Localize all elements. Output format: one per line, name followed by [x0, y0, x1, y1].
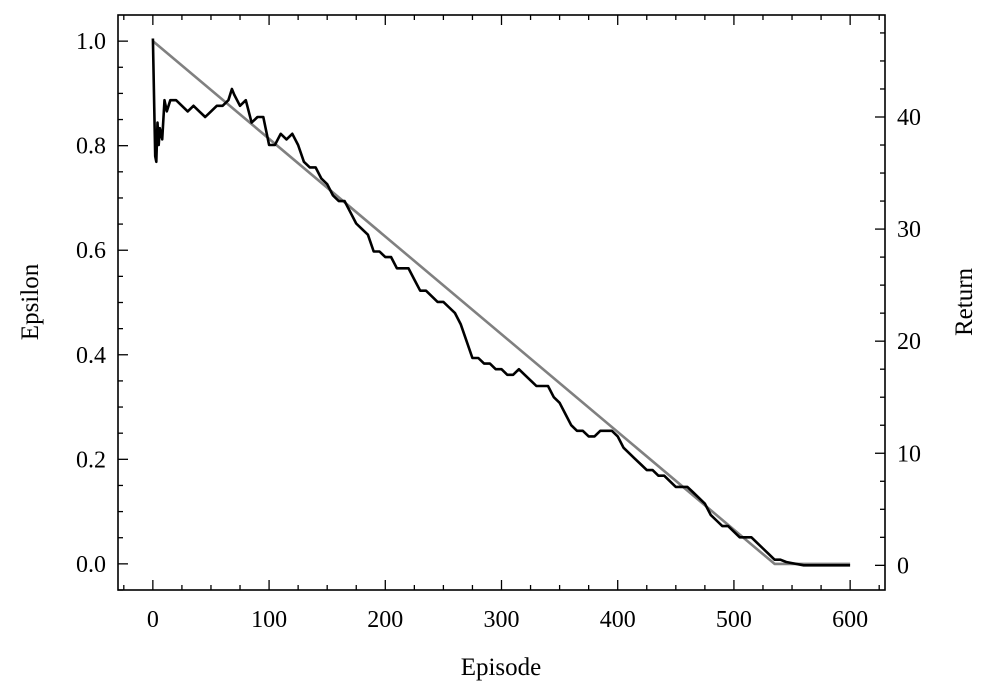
y-tick-label-left: 1.0	[76, 29, 106, 55]
y-tick-label-left: 0.6	[76, 238, 106, 264]
y-axis-label-right: Return	[951, 267, 978, 336]
y-tick-label-left: 0.8	[76, 134, 106, 160]
lines-layer	[151, 38, 851, 567]
y-tick-label-right: 10	[897, 441, 921, 467]
x-tick-label: 0	[147, 607, 159, 633]
x-tick-label: 200	[367, 607, 403, 633]
y-tick-label-right: 20	[897, 329, 921, 355]
y-tick-label-left: 0.4	[76, 343, 106, 369]
plot-frame	[117, 14, 886, 591]
x-tick-label: 500	[716, 607, 752, 633]
ticks-layer	[118, 15, 885, 591]
y-tick-label-right: 0	[897, 553, 909, 579]
y-axis-label-left: Epsilon	[17, 263, 44, 340]
x-tick-label: 400	[600, 607, 636, 633]
x-axis-label: Episode	[461, 654, 542, 681]
y-tick-label-left: 0.2	[76, 447, 106, 473]
y-tick-label-left: 0.0	[76, 552, 106, 578]
x-tick-label: 600	[832, 607, 868, 633]
y-tick-label-right: 40	[897, 105, 921, 131]
y-tick-label-right: 30	[897, 217, 921, 243]
labels-layer: Episode Epsilon Return 0 100 200 300 400 500 6…	[17, 29, 978, 681]
x-tick-label: 300	[484, 607, 520, 633]
x-tick-label: 100	[251, 607, 287, 633]
return-series-line	[151, 38, 851, 567]
epsilon-series-line	[152, 40, 851, 566]
